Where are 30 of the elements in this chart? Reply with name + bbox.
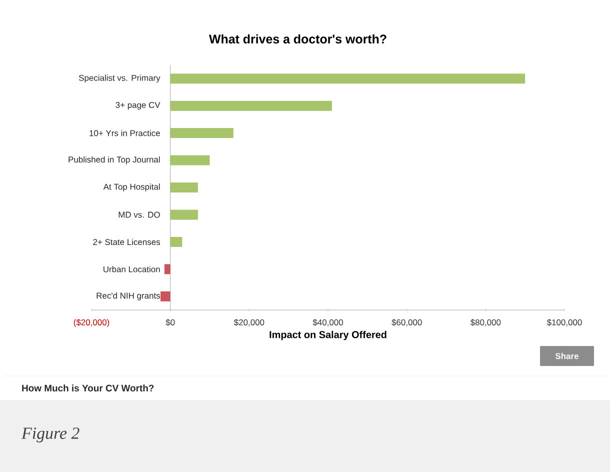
x-tick-label: ($20,000) xyxy=(74,319,110,328)
bar xyxy=(170,236,182,247)
bar xyxy=(170,210,198,220)
chart-title: What drives a doctor's worth? xyxy=(209,34,386,44)
bar xyxy=(160,291,170,302)
bar xyxy=(170,182,198,192)
bar xyxy=(170,128,234,138)
caption: Figure 2 xyxy=(21,428,80,442)
y-tick-label: Urban Location xyxy=(104,266,160,272)
x-tick-label: $40,000 xyxy=(312,319,343,326)
y-tick-label: At Top Hospital xyxy=(103,184,160,192)
x-tick-label: $20,000 xyxy=(234,319,264,326)
y-tick-label: Rec'd NIH grants xyxy=(96,292,160,300)
y-tick-label: Published in Top Journal xyxy=(68,156,160,164)
bar xyxy=(164,264,170,274)
bar xyxy=(170,155,210,166)
y-tick-label: 3+ page CV xyxy=(116,102,160,110)
y-tick-label: MD vs. DO xyxy=(118,212,160,218)
y-tick-label: 10+ Yrs in Practice xyxy=(90,130,160,136)
y-tick-label: 2+ State Licenses xyxy=(93,238,160,246)
text: How Much is Your CV Worth? xyxy=(22,384,154,392)
bar xyxy=(170,74,526,84)
x-tick-label: $100,000 xyxy=(546,319,582,326)
x-tick-label: $80,000 xyxy=(470,319,501,326)
y-tick-label: Specialist vs. Primary xyxy=(78,74,160,83)
x-axis-title: Impact on Salary Offered xyxy=(270,330,386,340)
x-tick-label: $0 xyxy=(166,319,175,326)
text: Share xyxy=(555,352,578,360)
bar xyxy=(170,100,332,111)
x-tick-label: $60,000 xyxy=(392,319,422,326)
